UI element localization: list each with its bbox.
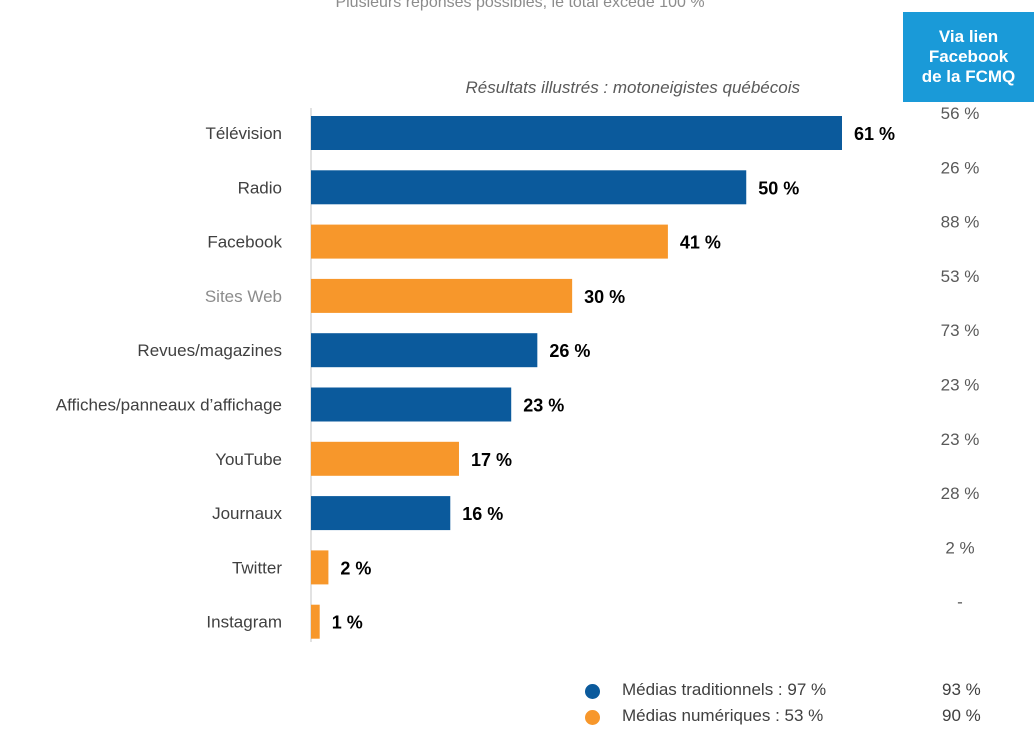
bar-digital (311, 278, 573, 313)
chart-subtitle: Résultats illustrés : motoneigistes québ… (465, 78, 801, 97)
facebook-value: 73 % (941, 321, 980, 340)
value-label: 50 % (758, 178, 799, 198)
bar-traditional (311, 170, 747, 205)
category-label: Sites Web (205, 287, 282, 306)
legend-facebook-value: 93 % (942, 680, 981, 699)
bar-traditional (311, 496, 451, 531)
category-label: YouTube (215, 450, 282, 469)
legend: Médias traditionnels : 97 % 93 % Médias … (585, 680, 1005, 732)
legend-item-digital: Médias numériques : 53 % 90 % (585, 706, 1005, 732)
value-label: 1 % (332, 613, 363, 633)
bar-chart: Télévision 61 % 56 % Radio 50 % 26 % Facebook 4… (56, 104, 980, 642)
bar-digital (311, 441, 459, 476)
facebook-value: 26 % (941, 158, 980, 177)
value-label: 23 % (523, 396, 564, 416)
category-label: Instagram (206, 613, 282, 632)
facebook-value: 88 % (941, 213, 980, 232)
bar-digital (311, 604, 320, 639)
value-label: 2 % (340, 558, 371, 578)
legend-label: Médias traditionnels : 97 % (622, 680, 827, 699)
category-label: Télévision (205, 124, 282, 143)
bar-digital (311, 224, 668, 259)
value-label: 26 % (549, 341, 590, 361)
legend-dot-traditional (585, 684, 600, 699)
legend-item-traditional: Médias traditionnels : 97 % 93 % (585, 680, 1005, 706)
bar-group: Télévision 61 % 56 % Radio 50 % 26 % Facebook 4… (56, 104, 980, 639)
facebook-value: 23 % (941, 430, 980, 449)
legend-facebook-value: 90 % (942, 706, 981, 725)
value-label: 17 % (471, 450, 512, 470)
value-label: 30 % (584, 287, 625, 307)
facebook-header-line: de la FCMQ (921, 67, 1016, 86)
chart-note: Plusieurs réponses possibles, le total e… (335, 0, 705, 11)
value-label: 16 % (462, 504, 503, 524)
facebook-column-header: Via lien Facebook de la FCMQ (903, 12, 1034, 102)
facebook-header-line: Via lien (938, 27, 999, 46)
value-label: 41 % (680, 233, 721, 253)
category-label: Journaux (212, 504, 282, 523)
bar-traditional (311, 333, 538, 368)
bar-digital (311, 550, 329, 585)
legend-label: Médias numériques : 53 % (622, 706, 824, 725)
facebook-value: 2 % (945, 538, 974, 557)
category-label: Revues/magazines (137, 341, 282, 360)
facebook-value: - (957, 593, 963, 612)
value-label: 61 % (854, 124, 895, 144)
facebook-value: 56 % (941, 104, 980, 123)
facebook-header-line: Facebook (928, 47, 1009, 66)
category-label: Twitter (232, 558, 282, 577)
facebook-value: 23 % (941, 376, 980, 395)
category-label: Affiches/panneaux d’affichage (56, 396, 282, 415)
facebook-value: 28 % (941, 484, 980, 503)
category-label: Radio (238, 178, 282, 197)
facebook-value: 53 % (941, 267, 980, 286)
category-label: Facebook (207, 233, 282, 252)
bar-traditional (311, 116, 842, 150)
legend-dot-digital (585, 710, 600, 725)
bar-traditional (311, 387, 512, 422)
